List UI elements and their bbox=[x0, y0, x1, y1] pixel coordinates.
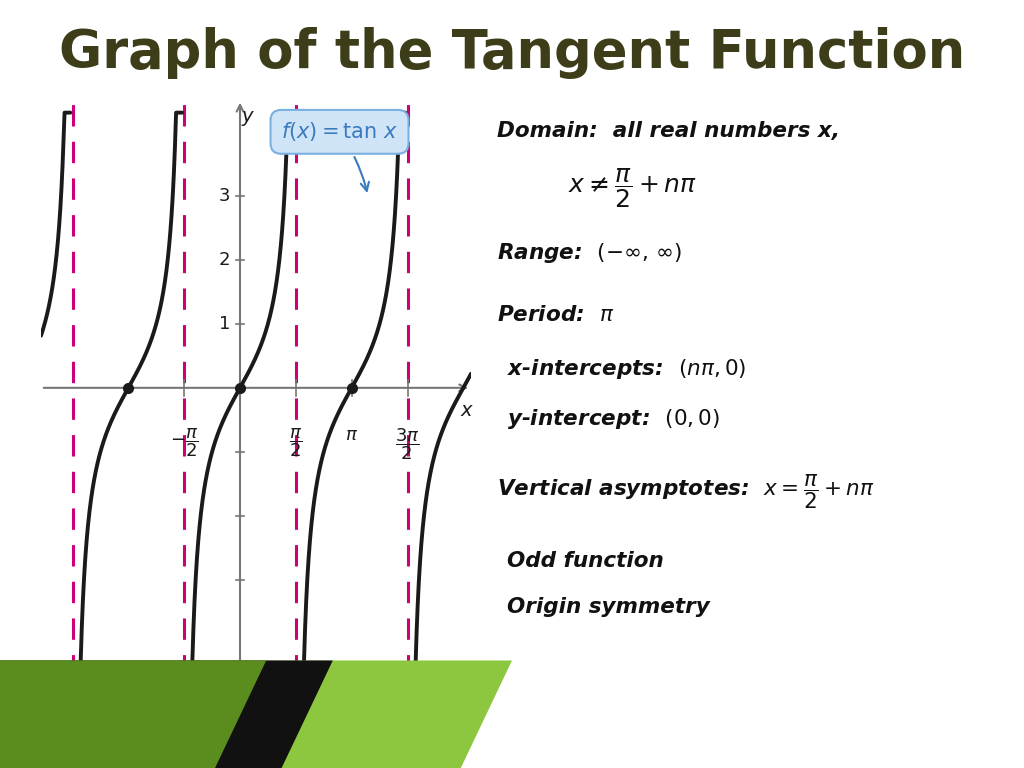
Text: $y$: $y$ bbox=[241, 110, 255, 128]
Text: 2: 2 bbox=[218, 251, 230, 269]
Text: $x$: $x$ bbox=[461, 401, 474, 420]
Text: $\dfrac{\pi}{2}$: $\dfrac{\pi}{2}$ bbox=[289, 426, 302, 459]
Text: y-intercept:  $(0, 0)$: y-intercept: $(0, 0)$ bbox=[507, 406, 720, 431]
Polygon shape bbox=[0, 660, 512, 768]
Text: Graph of the Tangent Function: Graph of the Tangent Function bbox=[58, 27, 966, 79]
Text: $\pi$: $\pi$ bbox=[345, 426, 358, 444]
Text: Odd function: Odd function bbox=[507, 551, 664, 571]
Polygon shape bbox=[0, 660, 333, 768]
Text: Origin symmetry: Origin symmetry bbox=[507, 597, 710, 617]
Polygon shape bbox=[0, 660, 266, 768]
Text: Vertical asymptotes:  $x = \dfrac{\pi}{2} + n\pi$: Vertical asymptotes: $x = \dfrac{\pi}{2}… bbox=[497, 472, 874, 511]
Text: $x \neq \dfrac{\pi}{2} + n\pi$: $x \neq \dfrac{\pi}{2} + n\pi$ bbox=[568, 166, 697, 210]
Text: Period:  $\pi$: Period: $\pi$ bbox=[497, 305, 614, 325]
Text: 3: 3 bbox=[218, 187, 230, 205]
Text: Domain:  all real numbers x,: Domain: all real numbers x, bbox=[497, 121, 840, 141]
Text: $-\dfrac{\pi}{2}$: $-\dfrac{\pi}{2}$ bbox=[170, 426, 199, 459]
Text: x-intercepts:  $(n\pi, 0)$: x-intercepts: $(n\pi, 0)$ bbox=[507, 356, 746, 381]
Text: $f(x) = \tan\, x$: $f(x) = \tan\, x$ bbox=[281, 121, 398, 191]
Text: $\dfrac{3\pi}{2}$: $\dfrac{3\pi}{2}$ bbox=[395, 426, 420, 462]
Text: 1: 1 bbox=[219, 315, 230, 333]
Text: Range:  $(-\infty,\, \infty)$: Range: $(-\infty,\, \infty)$ bbox=[497, 241, 682, 266]
